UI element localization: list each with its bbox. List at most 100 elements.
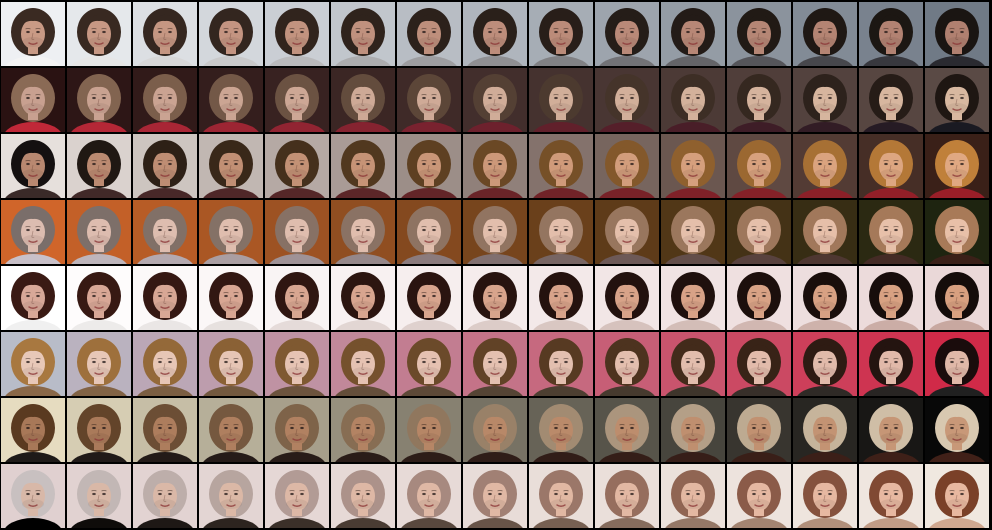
- face-image: [331, 68, 395, 132]
- face-image: [727, 134, 791, 198]
- face-image: [463, 134, 527, 198]
- face-image-tile: [463, 266, 527, 330]
- face-image-tile: [67, 398, 131, 462]
- face-image: [397, 2, 461, 66]
- face-image: [793, 2, 857, 66]
- face-image: [925, 68, 989, 132]
- face-image: [67, 332, 131, 396]
- face-image-tile: [397, 68, 461, 132]
- face-image: [529, 266, 593, 330]
- face-image-tile: [331, 464, 395, 528]
- face-image: [793, 332, 857, 396]
- face-image-tile: [331, 2, 395, 66]
- face-image-tile: [793, 332, 857, 396]
- face-image-tile: [661, 398, 725, 462]
- face-image-tile: [265, 266, 329, 330]
- face-image: [67, 68, 131, 132]
- face-image-tile: [661, 464, 725, 528]
- face-image: [925, 134, 989, 198]
- face-image-tile: [133, 2, 197, 66]
- face-image: [331, 134, 395, 198]
- face-image-tile: [925, 464, 989, 528]
- face-image: [397, 68, 461, 132]
- face-image-tile: [67, 134, 131, 198]
- face-image: [595, 266, 659, 330]
- face-image: [199, 332, 263, 396]
- face-image-tile: [397, 134, 461, 198]
- face-image-tile: [925, 68, 989, 132]
- face-image-tile: [133, 200, 197, 264]
- face-image-tile: [529, 464, 593, 528]
- face-image-tile: [529, 134, 593, 198]
- face-image: [1, 134, 65, 198]
- face-image: [727, 200, 791, 264]
- face-image-tile: [661, 266, 725, 330]
- face-image: [397, 464, 461, 528]
- face-image: [661, 200, 725, 264]
- face-image-tile: [859, 332, 923, 396]
- face-image-tile: [595, 200, 659, 264]
- face-image-tile: [331, 266, 395, 330]
- face-image: [133, 398, 197, 462]
- face-image-tile: [859, 464, 923, 528]
- face-image: [727, 266, 791, 330]
- face-image-tile: [727, 68, 791, 132]
- face-image-tile: [397, 266, 461, 330]
- face-image: [727, 398, 791, 462]
- face-image-tile: [529, 68, 593, 132]
- face-image-tile: [727, 200, 791, 264]
- face-image-tile: [925, 134, 989, 198]
- face-image: [925, 398, 989, 462]
- face-image: [133, 464, 197, 528]
- face-image-tile: [595, 332, 659, 396]
- face-image-tile: [199, 2, 263, 66]
- face-image: [793, 68, 857, 132]
- face-image: [199, 398, 263, 462]
- face-image-tile: [727, 464, 791, 528]
- face-image-tile: [661, 68, 725, 132]
- face-image-tile: [595, 2, 659, 66]
- face-image: [727, 464, 791, 528]
- face-image-tile: [727, 332, 791, 396]
- face-image: [397, 134, 461, 198]
- face-image-tile: [595, 398, 659, 462]
- face-image-tile: [793, 200, 857, 264]
- face-image: [859, 398, 923, 462]
- face-image-tile: [133, 464, 197, 528]
- face-image-tile: [859, 266, 923, 330]
- face-image-tile: [265, 464, 329, 528]
- face-image: [199, 266, 263, 330]
- face-image: [397, 200, 461, 264]
- face-image: [463, 2, 527, 66]
- face-image: [1, 68, 65, 132]
- face-image-tile: [1, 134, 65, 198]
- face-image-tile: [793, 398, 857, 462]
- face-image-tile: [199, 134, 263, 198]
- face-image-tile: [265, 134, 329, 198]
- face-image-tile: [199, 200, 263, 264]
- face-image-tile: [529, 266, 593, 330]
- face-image-tile: [859, 398, 923, 462]
- face-image: [67, 398, 131, 462]
- face-image-tile: [463, 332, 527, 396]
- face-image-tile: [397, 2, 461, 66]
- face-image-tile: [397, 464, 461, 528]
- face-image: [331, 332, 395, 396]
- face-image: [397, 332, 461, 396]
- face-image: [529, 200, 593, 264]
- face-image: [859, 332, 923, 396]
- face-image: [727, 68, 791, 132]
- face-image: [1, 398, 65, 462]
- face-image-tile: [859, 134, 923, 198]
- face-image: [67, 134, 131, 198]
- face-image: [463, 332, 527, 396]
- face-image-tile: [595, 464, 659, 528]
- face-image-tile: [67, 332, 131, 396]
- face-image-tile: [265, 68, 329, 132]
- face-image-tile: [1, 332, 65, 396]
- face-image-tile: [463, 68, 527, 132]
- face-image: [463, 68, 527, 132]
- face-image: [661, 464, 725, 528]
- face-image-tile: [1, 2, 65, 66]
